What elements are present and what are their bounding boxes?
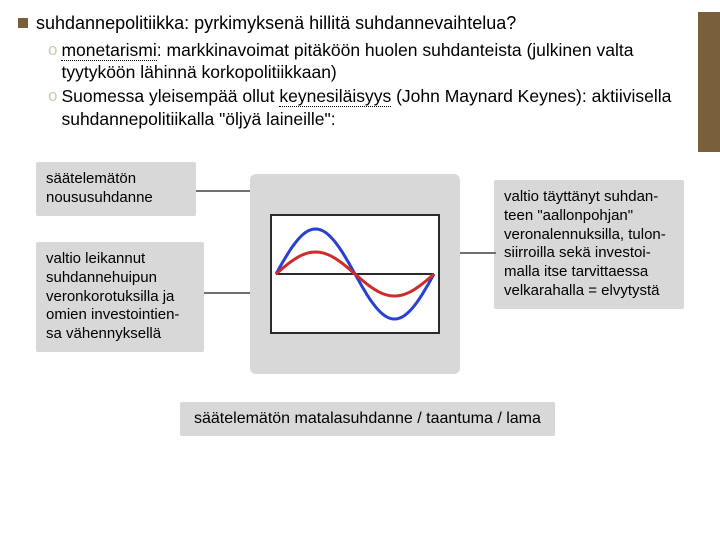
term-keynesilaisyys: keynesiläisyys [279, 86, 391, 107]
circle-bullet-icon: o [48, 85, 57, 107]
term-monetarismi: monetarismi [61, 40, 156, 61]
accent-bar [698, 12, 720, 152]
sub-bullet-1: o monetarismi: markkinavoimat pitäköön h… [48, 39, 692, 84]
label-box-bottom-left: valtio leikannut suhdannehuipun veronkor… [36, 242, 204, 352]
sub-bullet-2: o Suomessa yleisempää ollut keynesiläisy… [48, 85, 692, 130]
label-box-right: valtio täyttänyt suhdan-teen "aallonpohj… [494, 180, 684, 309]
slide: suhdannepolitiikka: pyrkimyksenä hillitä… [0, 0, 720, 540]
label-box-top-left: säätelemätön noususuhdanne [36, 162, 196, 216]
chart-panel [250, 174, 460, 374]
diagram-area: säätelemätön noususuhdanne valtio leikan… [0, 132, 720, 540]
circle-bullet-icon: o [48, 39, 57, 61]
label-box-bottom: säätelemätön matalasuhdanne / taantuma /… [180, 402, 555, 436]
square-bullet-icon [18, 18, 28, 28]
wave-chart [270, 214, 440, 334]
main-bullet: suhdannepolitiikka: pyrkimyksenä hillitä… [18, 12, 692, 35]
main-bullet-text: suhdannepolitiikka: pyrkimyksenä hillitä… [36, 12, 516, 35]
sub-bullet-1-text: monetarismi: markkinavoimat pitäköön huo… [61, 39, 692, 84]
text-content: suhdannepolitiikka: pyrkimyksenä hillitä… [0, 0, 720, 132]
sub-bullet-2-text: Suomessa yleisempää ollut keynesiläisyys… [61, 85, 692, 130]
sub2-pre: Suomessa yleisempää ollut [61, 86, 279, 106]
